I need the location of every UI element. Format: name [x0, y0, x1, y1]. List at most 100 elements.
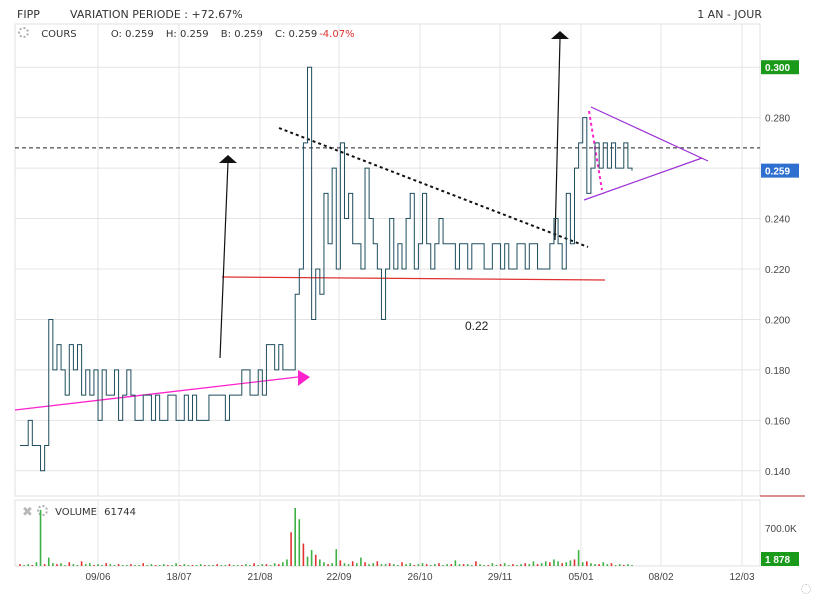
- price-panel: [14, 23, 761, 497]
- volume-bar: [405, 564, 407, 566]
- support-line: [221, 276, 606, 281]
- volume-bar: [261, 564, 264, 566]
- volume-bar: [454, 560, 457, 566]
- y-tick-label: 0.280: [765, 114, 790, 125]
- ohlc-legend: COURS O: 0.259 H: 0.259 B: 0.259 C: 0.25…: [18, 27, 364, 40]
- settings-icon[interactable]: [801, 584, 811, 594]
- volume-bar: [158, 565, 161, 566]
- gear-icon[interactable]: [18, 27, 29, 38]
- volume-bar: [195, 565, 198, 566]
- volume-bar: [306, 556, 309, 566]
- volume-bar: [60, 563, 62, 566]
- gear-icon[interactable]: [36, 505, 48, 516]
- volume-bar: [507, 565, 510, 566]
- volume-bar: [146, 565, 149, 566]
- volume-bar: [598, 564, 600, 566]
- volume-bar: [331, 563, 333, 566]
- volume-bar: [499, 564, 502, 566]
- volume-bar: [594, 564, 596, 566]
- volume-bar: [450, 564, 453, 566]
- volume-axis-label: 700.0K: [765, 524, 797, 535]
- volume-bar: [19, 564, 21, 566]
- volume-value: 61744: [104, 507, 136, 518]
- volume-bar: [249, 565, 251, 566]
- volume-bar: [27, 564, 30, 566]
- volume-bar: [125, 565, 128, 566]
- volume-bar: [167, 565, 169, 566]
- price-series: [20, 66, 633, 472]
- triangle-lower: [583, 157, 703, 201]
- volume-bar: [183, 564, 186, 566]
- header-bar: FIPP VARIATION PERIODE : +72.67% 1 AN - …: [0, 0, 826, 24]
- price-badges: 0.300 0.259 1 878: [761, 60, 799, 566]
- x-tick-label: 22/09: [326, 572, 351, 583]
- volume-bar: [581, 562, 584, 566]
- price-line: [20, 66, 633, 472]
- flag-line: [588, 110, 603, 191]
- volume-bar: [208, 565, 210, 566]
- volume-bar: [290, 532, 292, 566]
- volume-bar: [76, 565, 79, 566]
- volume-bar: [240, 565, 243, 566]
- x-tick-label: 29/11: [488, 572, 513, 583]
- volume-bar: [282, 562, 284, 566]
- price-badge: [761, 60, 799, 75]
- volume-bar: [442, 565, 444, 566]
- volume-bar: [347, 564, 350, 566]
- volume-bar: [376, 561, 379, 566]
- volume-bar: [569, 560, 572, 566]
- volume-bar: [265, 564, 268, 566]
- volume-bar: [105, 563, 108, 566]
- x-tick-label: 26/10: [407, 572, 432, 583]
- x-tick-label: 05/01: [568, 572, 593, 583]
- volume-bar: [64, 565, 66, 566]
- volume-bar: [586, 561, 588, 566]
- volume-bar: [109, 564, 112, 566]
- volume-bar: [536, 564, 539, 566]
- y-axis: 0.1400.1600.1800.2000.2200.2400.2600.280…: [765, 63, 790, 478]
- volume-bar: [319, 559, 321, 566]
- volume-legend: ✖ VOLUME 61744: [22, 505, 136, 520]
- volume-bar: [413, 565, 416, 566]
- volume-bar: [47, 557, 50, 566]
- volume-bar: [84, 564, 87, 566]
- volume-bar: [191, 565, 194, 566]
- volume-bar: [72, 564, 75, 566]
- volume-bar: [364, 562, 366, 566]
- volume-bar: [561, 563, 563, 566]
- volume-bar: [150, 564, 153, 566]
- volume-bar: [245, 564, 247, 566]
- volume-bar: [294, 508, 296, 566]
- volume-bar: [130, 564, 132, 566]
- volume-bar: [368, 564, 370, 566]
- volume-bar: [429, 565, 432, 566]
- volume-bar: [56, 564, 58, 566]
- volume-bar: [253, 563, 255, 566]
- y-tick-label: 0.160: [765, 416, 790, 427]
- volume-bar: [434, 564, 436, 566]
- level-annotation: 0.22: [465, 319, 489, 333]
- volume-bar: [557, 561, 559, 566]
- volume-bar: [68, 562, 71, 566]
- volume-bar: [487, 565, 490, 566]
- grid: [14, 23, 805, 567]
- volume-bar: [175, 563, 177, 566]
- period-selector[interactable]: 1 AN - JOUR: [697, 8, 762, 21]
- series-label: COURS: [41, 29, 77, 40]
- close-icon[interactable]: ✖: [22, 505, 33, 520]
- volume-bar: [117, 564, 120, 566]
- volume-bar: [503, 563, 506, 566]
- volume-bar: [162, 564, 165, 566]
- x-axis: 09/06 18/07 21/08 22/09 26/10 29/11 05/01 08/02…: [85, 572, 754, 583]
- volume-bar: [618, 564, 621, 566]
- volume-bar: [425, 564, 428, 566]
- volume-bar: [142, 563, 145, 566]
- arrow-line: [554, 38, 561, 241]
- uptrend-line: [14, 376, 299, 411]
- x-tick-label: 18/07: [166, 572, 191, 583]
- volume-bar: [520, 564, 522, 566]
- volume-bar: [372, 563, 375, 566]
- volume-bar: [577, 550, 580, 566]
- x-tick-label: 08/02: [648, 572, 673, 583]
